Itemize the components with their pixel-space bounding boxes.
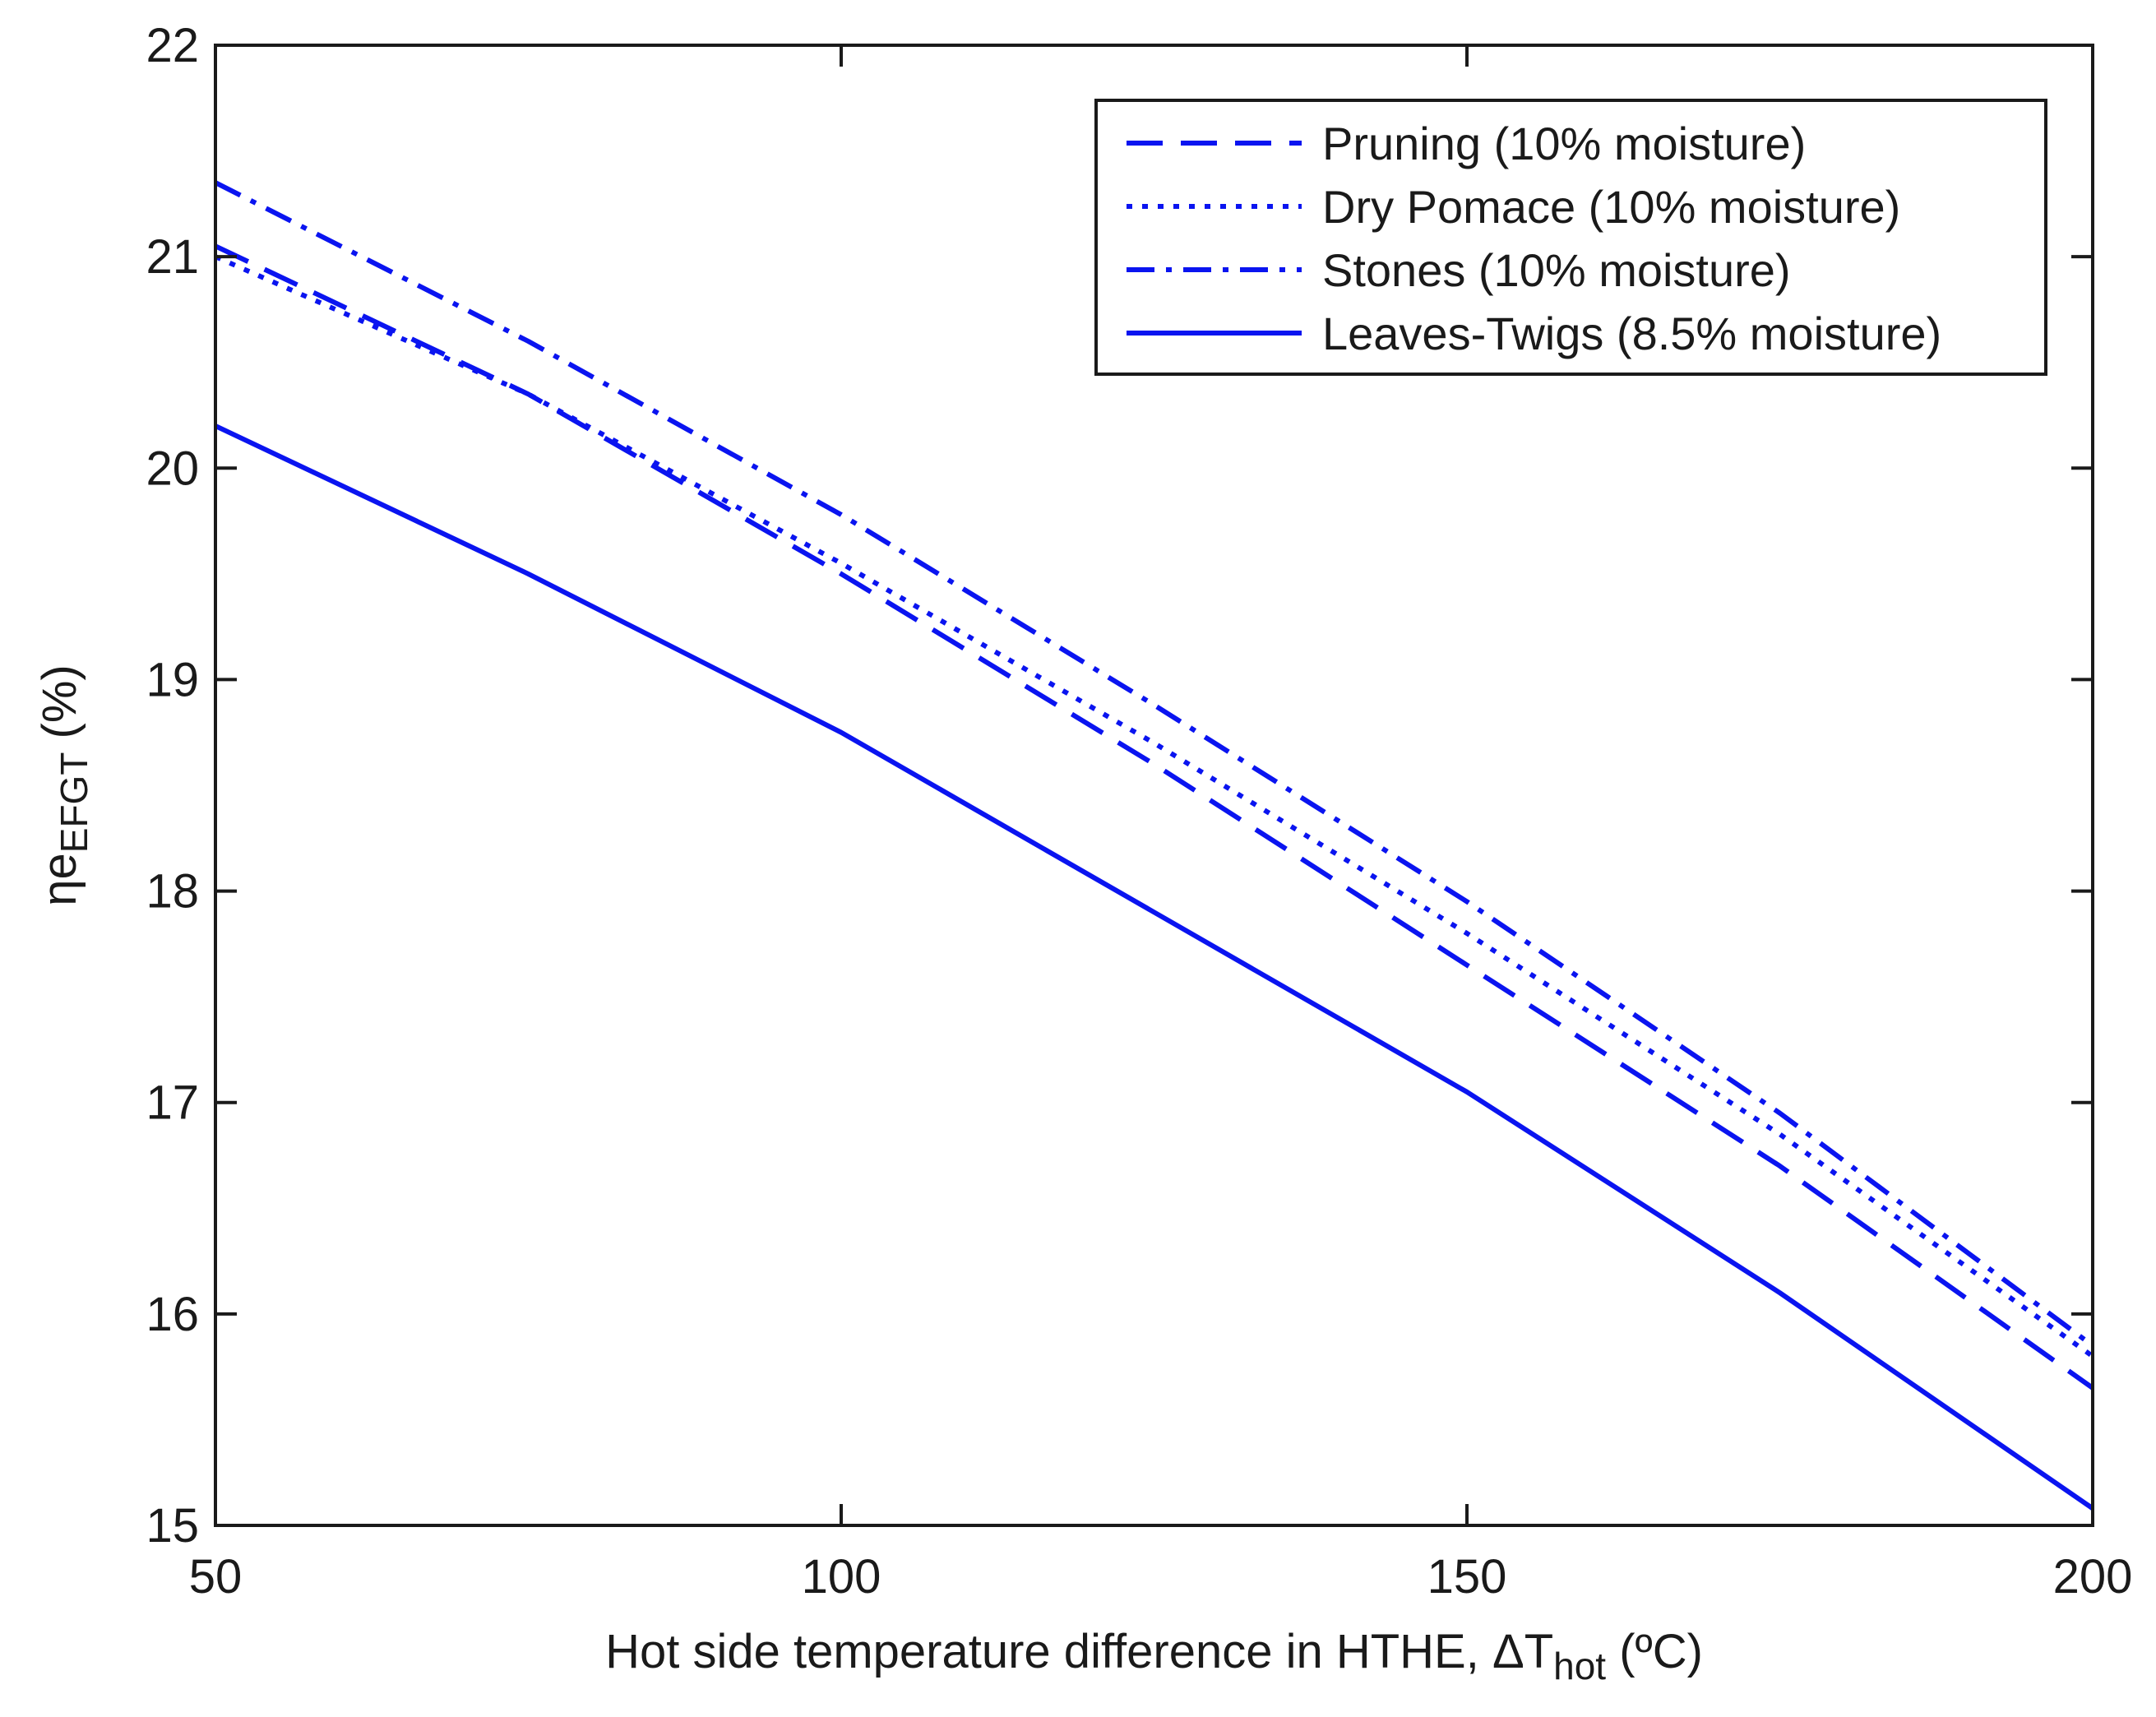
legend-label-3: Stones (10% moisture): [1322, 244, 1791, 296]
axes-box: [214, 44, 2094, 1527]
legend: Pruning (10% moisture) Dry Pomace (10% mo…: [1094, 99, 2047, 376]
x-tick-label: 200: [2053, 1550, 2133, 1604]
y-axis-label-unit: (%): [33, 664, 86, 752]
y-tick-label: 19: [146, 653, 199, 706]
y-axis-label-subscript: EFGT: [53, 752, 95, 854]
x-axis-label-subscript: hot: [1553, 1645, 1606, 1687]
plot-lines: [214, 180, 2094, 1511]
y-tick-label: 21: [146, 230, 199, 284]
y-axis-ticks: 15 16 17 18 19 20 21 22: [146, 19, 2093, 1553]
x-axis-label-main: Hot side temperature difference in HTHE,: [605, 1625, 1492, 1678]
y-tick-label: 17: [146, 1076, 199, 1130]
x-axis-label-symbol: ΔT: [1492, 1625, 1553, 1678]
x-axis-ticks: 50 100 150 200: [189, 45, 2133, 1604]
x-axis-label: Hot side temperature difference in HTHE,…: [605, 1625, 1703, 1687]
series-line-3: [214, 180, 2094, 1348]
y-tick-label: 20: [146, 442, 199, 495]
y-axis-label: ηeEFGT (%): [33, 664, 95, 906]
y-tick-label: 18: [146, 865, 199, 919]
legend-label-4: Leaves-Twigs (8.5% moisture): [1322, 308, 1941, 359]
series-line-4: [214, 423, 2094, 1511]
y-tick-label: 15: [146, 1499, 199, 1553]
x-tick-label: 150: [1427, 1550, 1507, 1604]
legend-label-2: Dry Pomace (10% moisture): [1322, 181, 1900, 233]
x-tick-label: 100: [802, 1550, 881, 1604]
legend-box: [1094, 99, 2047, 376]
legend-items: Pruning (10% moisture) Dry Pomace (10% mo…: [1127, 118, 1941, 359]
y-tick-label: 22: [146, 19, 199, 72]
y-axis-label-main: ηe: [33, 853, 86, 906]
legend-label-1: Pruning (10% moisture): [1322, 118, 1806, 169]
x-tick-label: 50: [189, 1550, 243, 1604]
x-axis-label-unit: (ºC): [1606, 1625, 1703, 1678]
y-tick-label: 16: [146, 1288, 199, 1341]
series-line-1: [214, 243, 2094, 1391]
